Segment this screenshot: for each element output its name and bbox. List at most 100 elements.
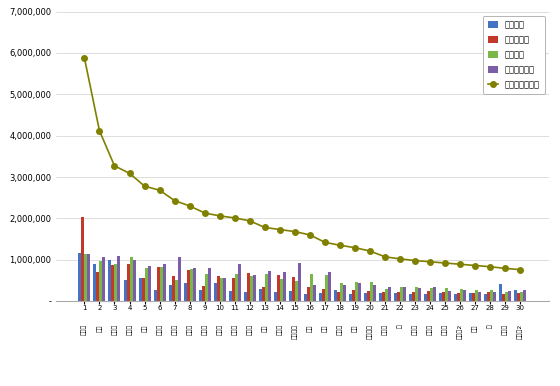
Bar (111, 265, 114, 301)
Bar (397, 291, 400, 301)
브랜드평판지수 (382, 254, 389, 259)
브랜드평판지수 (186, 204, 193, 208)
Bar (424, 294, 427, 301)
Bar (491, 290, 493, 301)
Bar (147, 266, 151, 301)
Bar (358, 283, 361, 301)
Bar (469, 293, 472, 301)
Bar (367, 291, 370, 301)
브랜드평판지수 (487, 264, 494, 269)
Bar (304, 294, 307, 301)
Text: 홍자: 홍자 (262, 324, 268, 332)
Bar (217, 276, 220, 301)
Bar (454, 294, 458, 301)
Bar (277, 275, 280, 301)
Bar (100, 261, 102, 301)
Bar (500, 284, 502, 301)
Text: 린: 린 (488, 324, 493, 328)
Bar (160, 267, 162, 301)
Bar (178, 257, 181, 301)
Bar (505, 292, 508, 301)
Text: 김소유2: 김소유2 (517, 324, 523, 340)
Text: 정동원: 정동원 (172, 324, 178, 335)
Bar (193, 268, 195, 301)
Bar (109, 260, 111, 301)
브랜드평판지수 (96, 129, 103, 133)
Bar (289, 291, 292, 301)
Text: 송가인: 송가인 (202, 324, 207, 335)
Bar (472, 293, 475, 301)
Bar (427, 291, 430, 301)
Bar (412, 291, 415, 301)
Bar (133, 260, 136, 301)
Bar (129, 257, 133, 301)
Bar (250, 276, 253, 301)
Bar (409, 294, 412, 301)
브랜드평판지수 (126, 171, 133, 176)
Bar (328, 272, 331, 301)
Bar (265, 274, 268, 301)
Text: 진화울산: 진화울산 (367, 324, 373, 339)
브랜드평판지수 (277, 227, 283, 232)
Text: 영탁: 영탁 (97, 324, 102, 332)
Text: 나훈아: 나훈아 (232, 324, 237, 335)
Text: 홍진영: 홍진영 (337, 324, 343, 335)
Bar (502, 294, 505, 301)
Bar (325, 276, 328, 301)
Legend: 참여지수, 미디어지수, 소통지수, 커뮤니티지수, 브랜드평판지수: 참여지수, 미디어지수, 소통지수, 커뮤니티지수, 브랜드평판지수 (483, 16, 545, 94)
Bar (433, 288, 436, 301)
Text: 태진아: 태진아 (247, 324, 253, 335)
Bar (114, 264, 118, 301)
Bar (144, 268, 147, 301)
Text: 박현빈: 박현빈 (277, 324, 283, 335)
Bar (319, 293, 322, 301)
Bar (214, 283, 217, 301)
Text: 임영웅: 임영웅 (82, 324, 87, 335)
Text: 진소연2: 진소연2 (458, 324, 463, 340)
Bar (138, 278, 142, 301)
Bar (508, 291, 511, 301)
Bar (199, 290, 202, 301)
브랜드평판지수 (517, 267, 524, 272)
Bar (478, 292, 481, 301)
Text: 박군: 박군 (352, 324, 358, 332)
브랜드평판지수 (306, 233, 313, 237)
Bar (127, 264, 129, 301)
Bar (235, 274, 238, 301)
Bar (349, 294, 352, 301)
Text: 이정현: 이정현 (157, 324, 162, 335)
Bar (439, 293, 442, 301)
Bar (322, 289, 325, 301)
Text: 미진: 미진 (473, 324, 478, 332)
Bar (448, 291, 451, 301)
Bar (171, 276, 175, 301)
Bar (337, 291, 340, 301)
Text: 진성: 진성 (322, 324, 328, 332)
브랜드평판지수 (156, 188, 163, 193)
Bar (78, 253, 81, 301)
브랜드평판지수 (216, 213, 223, 218)
브랜드평판지수 (81, 56, 88, 60)
브랜드평판지수 (457, 262, 464, 267)
Bar (307, 286, 310, 301)
브랜드평판지수 (141, 184, 148, 188)
Bar (373, 285, 376, 301)
Bar (382, 291, 385, 301)
브랜드평판지수 (367, 249, 374, 253)
Bar (458, 293, 460, 301)
Bar (334, 290, 337, 301)
Text: 남진: 남진 (142, 324, 147, 332)
Bar (81, 217, 85, 301)
Bar (142, 278, 144, 301)
Bar (232, 278, 235, 301)
Bar (85, 254, 87, 301)
브랜드평판지수 (171, 198, 178, 203)
Text: 진해성: 진해성 (127, 324, 132, 335)
Bar (292, 277, 295, 301)
Bar (463, 290, 466, 301)
Bar (238, 264, 241, 301)
Bar (343, 284, 346, 301)
Bar (445, 288, 448, 301)
Text: 진: 진 (398, 324, 403, 328)
Bar (298, 263, 301, 301)
